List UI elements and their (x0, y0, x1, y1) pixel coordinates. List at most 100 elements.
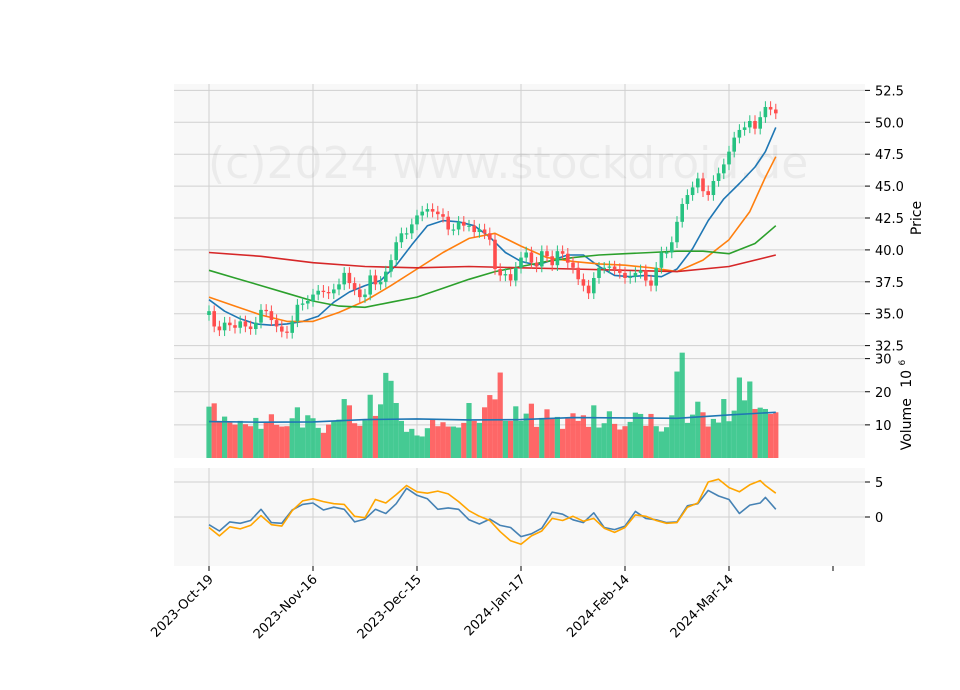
candle-body (675, 221, 679, 243)
candle-body (560, 251, 565, 254)
volume-bar (617, 429, 623, 458)
candle-body (410, 224, 414, 234)
candle-body (768, 106, 773, 110)
volume-bar (310, 418, 316, 458)
candle-body (358, 289, 362, 298)
date-tick-label: 2023-Oct-19 (148, 572, 216, 640)
volume-bar (487, 395, 493, 458)
volume-bar (586, 426, 592, 458)
volume-bar (695, 401, 701, 458)
candle-body (649, 280, 653, 286)
candle-body (696, 178, 700, 188)
volume-bar (518, 420, 524, 458)
candle-body (456, 221, 461, 230)
candle-body (321, 290, 326, 293)
volume-bar (606, 411, 612, 458)
volume-bar (404, 431, 410, 458)
volume-bar (409, 428, 415, 458)
volume-bar (248, 426, 254, 458)
candle-body (581, 279, 586, 286)
candle-body (259, 309, 263, 323)
volume-bar (367, 394, 373, 458)
ma_mid-line (208, 156, 777, 323)
candle-body (207, 311, 211, 315)
volume-bar (414, 435, 420, 458)
candle-body (295, 304, 300, 322)
oscillator-tick-label: 0 (875, 511, 883, 526)
volume-bar (560, 428, 566, 458)
volume-bar (601, 423, 607, 458)
volume-bar (279, 426, 285, 458)
candle-body (758, 117, 762, 129)
volume-bar (471, 420, 477, 458)
volume-bar (274, 424, 280, 458)
candle-body (446, 216, 450, 230)
volume-bar (690, 414, 696, 458)
volume-bar (528, 403, 534, 458)
date-tick-label: 2024-Feb-14 (564, 572, 633, 641)
volume-bar (752, 408, 758, 458)
volume-bar (710, 418, 716, 458)
price-tick-label: 52.5 (875, 84, 904, 99)
volume-bar (669, 415, 675, 458)
candle-body (326, 292, 331, 294)
volume-bar (549, 418, 555, 458)
date-tick-label: 2024-Mar-14 (668, 572, 737, 641)
candle-body (638, 270, 643, 273)
volume-bar (346, 405, 352, 458)
candle-body (664, 252, 669, 254)
candle-body (545, 251, 549, 257)
candle-body (508, 274, 513, 281)
volume-multiplier-exponent: 6 (898, 359, 908, 365)
candle-body (488, 233, 492, 240)
date-x-ticks: 2023-Oct-19 2023-Nov-16 2023-Dec-15 2024-Ja… (148, 566, 834, 642)
volume-bar (565, 418, 571, 458)
volume-bar (612, 423, 618, 458)
candle-body (748, 121, 752, 128)
volume-bar (284, 426, 290, 458)
candle-body (711, 180, 716, 196)
volume-bar (263, 421, 269, 458)
volume-bar (664, 427, 670, 458)
volume-bar (716, 422, 722, 458)
volume-average-path (208, 411, 776, 424)
candle-body (404, 233, 409, 235)
osc_2-line (208, 478, 777, 546)
candle-body (264, 309, 268, 312)
candle-body (514, 267, 518, 281)
volume-bar (575, 420, 581, 458)
candle-body (597, 267, 601, 278)
candle-body (493, 239, 497, 270)
volume-bar (554, 416, 560, 458)
volume-bar (658, 431, 664, 458)
volume-bar (258, 428, 264, 458)
candle-body (633, 272, 638, 277)
candle-body (680, 203, 684, 222)
candle-body (441, 214, 445, 217)
candle-body (618, 269, 622, 273)
volume-bar (253, 417, 259, 458)
volume-bar (653, 426, 659, 458)
candle-body (722, 164, 726, 174)
volume-y-ticks: 10 20 30 (865, 353, 892, 434)
candle-body (233, 325, 237, 328)
volume-bar (705, 426, 711, 458)
volume-bar (534, 426, 540, 458)
candle-body (316, 290, 320, 295)
candle-body (706, 191, 710, 196)
volume-bars (206, 352, 779, 458)
candle-body (482, 229, 487, 234)
volume-tick-label: 10 (875, 419, 892, 434)
candle-body (462, 221, 466, 226)
volume-bar (476, 422, 482, 458)
candle-body (384, 271, 388, 282)
volume-bar (424, 428, 430, 458)
candle-body (644, 270, 648, 281)
candle-body (451, 229, 456, 231)
volume-bar (497, 372, 503, 458)
volume-bar (674, 371, 680, 458)
candle-body (774, 109, 778, 114)
volume-bar (440, 422, 446, 458)
candle-body (311, 294, 315, 301)
candle-body (212, 311, 216, 327)
